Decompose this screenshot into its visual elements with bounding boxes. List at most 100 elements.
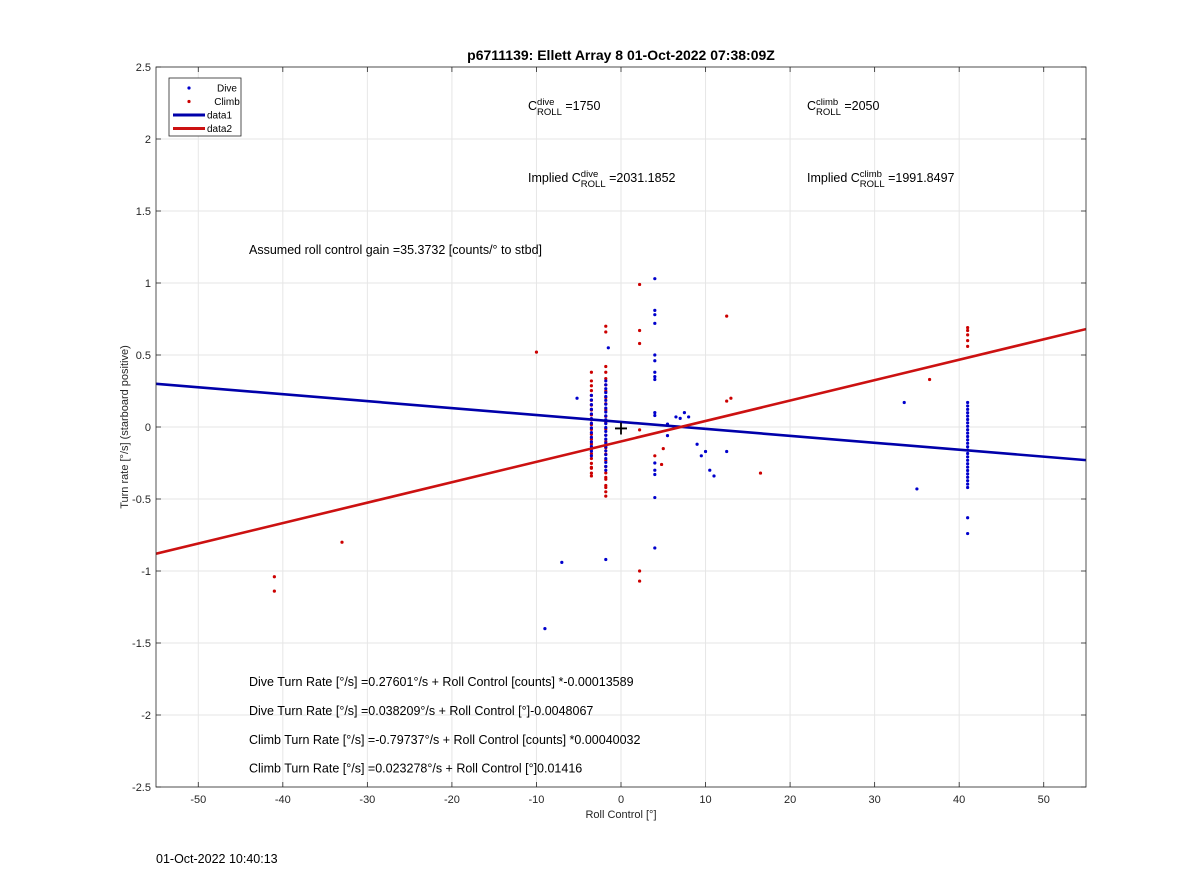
x-tick-label: -30 xyxy=(359,794,375,806)
x-tick-label: 40 xyxy=(953,794,965,806)
annotation: Cclimb ROLL =2050 xyxy=(807,97,879,118)
climb-point xyxy=(604,330,608,334)
dive-point xyxy=(966,424,970,428)
climb-point xyxy=(638,328,642,333)
dive-point xyxy=(604,398,608,402)
footer-timestamp: 01-Oct-2022 10:40:13 xyxy=(156,852,278,866)
x-tick-label: 30 xyxy=(869,794,881,806)
annotation-part: ROLL xyxy=(537,107,562,118)
fit-line-data2 xyxy=(156,327,1086,555)
dive-point xyxy=(589,430,594,435)
dive-point xyxy=(589,403,594,407)
dive-point xyxy=(653,468,657,472)
dive-point xyxy=(604,406,608,410)
annotation-part: ROLL xyxy=(816,107,841,118)
dive-point xyxy=(589,435,594,439)
dive-point xyxy=(589,398,594,402)
dive-point xyxy=(915,487,919,491)
climb-point xyxy=(653,454,657,458)
annotation: Cdive ROLL =1750 xyxy=(528,97,600,118)
dive-point xyxy=(604,422,608,426)
y-tick-label: 2.5 xyxy=(136,62,151,74)
dive-point xyxy=(966,411,970,415)
y-tick-label: 0 xyxy=(145,422,151,434)
dive-point xyxy=(653,370,657,374)
climb-point xyxy=(589,379,594,383)
annotation-part: C xyxy=(807,99,816,113)
dive-point xyxy=(966,428,970,432)
dive-point xyxy=(604,433,608,437)
dive-point xyxy=(653,277,657,281)
y-tick-label: -2 xyxy=(141,710,151,722)
x-axis-label: Roll Control [°] xyxy=(585,809,656,821)
dive-point xyxy=(966,475,970,479)
dive-point xyxy=(966,414,970,418)
climb-point xyxy=(638,428,642,432)
y-tick-label: 2 xyxy=(145,134,151,146)
climb-point xyxy=(758,471,763,475)
dive-point xyxy=(699,454,703,458)
annotation-part: dive xyxy=(581,169,598,180)
dive-point xyxy=(589,426,594,430)
dive-point xyxy=(653,321,657,325)
climb-point xyxy=(966,328,970,333)
dive-point xyxy=(966,431,970,435)
dive-point xyxy=(604,414,608,418)
annotation-part: Dive Turn Rate [°/s] =0.27601°/s + Roll … xyxy=(249,675,634,689)
dive-point xyxy=(966,421,970,425)
dive-point xyxy=(604,437,608,441)
x-tick-label: 0 xyxy=(618,794,624,806)
dive-point xyxy=(674,415,678,419)
climb-point xyxy=(534,350,539,354)
dive-point xyxy=(966,434,970,439)
climb-point xyxy=(966,344,970,348)
annotation-part: Climb Turn Rate [°/s] =-0.79737°/s + Rol… xyxy=(249,733,641,747)
annotation-part: Climb Turn Rate [°/s] =0.023278°/s + Rol… xyxy=(249,762,582,776)
dive-point xyxy=(966,438,970,442)
dive-point xyxy=(725,449,729,454)
dive-point xyxy=(653,353,657,357)
annotation: Dive Turn Rate [°/s] =0.038209°/s + Roll… xyxy=(249,704,593,718)
dive-point xyxy=(966,455,970,459)
annotation-part: Assumed roll control gain =35.3732 [coun… xyxy=(249,243,542,257)
legend-marker xyxy=(187,99,191,104)
annotation: Assumed roll control gain =35.3732 [coun… xyxy=(249,243,542,257)
y-tick-label: -2.5 xyxy=(132,782,151,794)
dive-point xyxy=(604,394,608,399)
climb-point xyxy=(604,490,608,494)
dive-point xyxy=(966,400,970,405)
annotation-part: =1750 xyxy=(562,99,601,113)
dive-point xyxy=(653,472,657,477)
y-tick-label: 1.5 xyxy=(136,206,151,218)
climb-point xyxy=(725,314,729,318)
climb-point xyxy=(604,494,608,498)
annotation: Dive Turn Rate [°/s] =0.27601°/s + Roll … xyxy=(249,675,634,689)
dive-point xyxy=(560,560,564,564)
climb-point xyxy=(604,364,608,369)
dive-point xyxy=(604,387,608,391)
dive-point xyxy=(653,495,657,500)
dive-point xyxy=(653,313,657,317)
climb-point xyxy=(661,447,665,451)
y-tick-label: -0.5 xyxy=(132,494,151,506)
dive-point xyxy=(653,546,657,550)
fit-line-data1 xyxy=(156,382,1086,462)
dive-point xyxy=(966,417,970,422)
dive-point xyxy=(606,346,610,350)
x-tick-label: 20 xyxy=(784,794,796,806)
dive-point xyxy=(665,434,670,438)
legend-label: Climb xyxy=(214,97,240,108)
annotation-part: Implied C xyxy=(528,171,581,185)
annotation-part: =2031.1852 xyxy=(606,171,676,185)
y-tick-label: -1.5 xyxy=(132,638,151,650)
annotation: Implied Cdive ROLL =2031.1852 xyxy=(528,169,676,190)
climb-point xyxy=(272,575,276,579)
annotation-part: dive xyxy=(537,97,554,108)
annotation-part: Implied C xyxy=(807,171,860,185)
climb-point xyxy=(966,326,970,330)
annotation: Climb Turn Rate [°/s] =0.023278°/s + Rol… xyxy=(249,762,582,776)
dive-point xyxy=(966,445,970,449)
legend-label: data1 xyxy=(207,111,232,122)
dive-point xyxy=(653,375,657,379)
